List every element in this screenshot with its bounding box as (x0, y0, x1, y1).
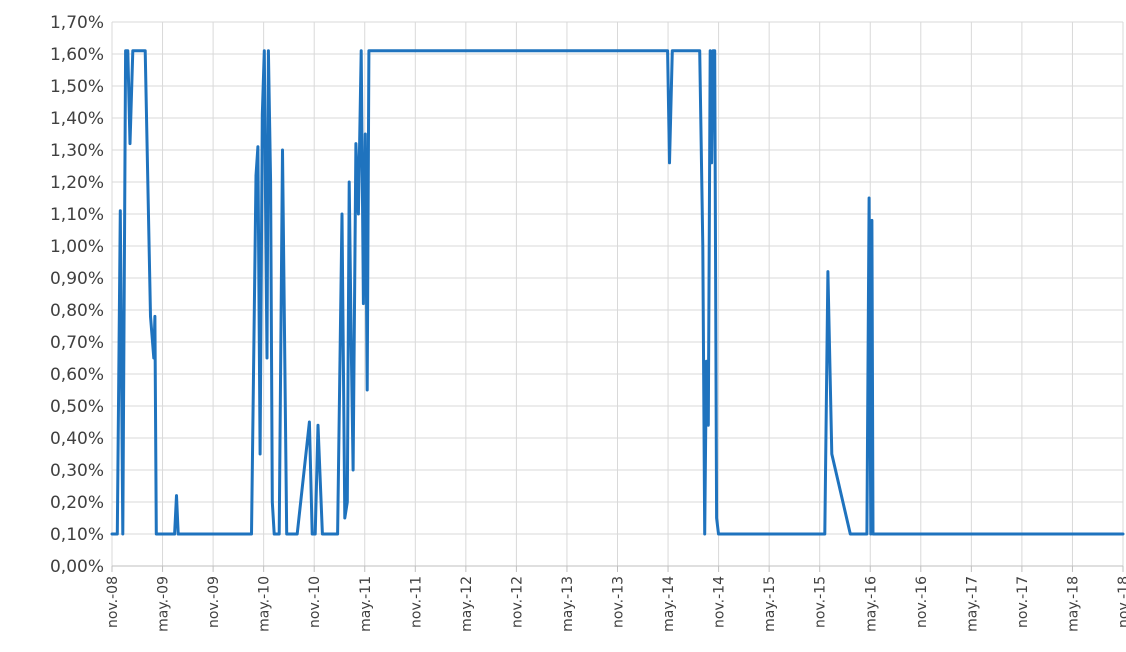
y-tick-label: 0,00% (50, 557, 104, 577)
x-tick-label: nov.-08 (105, 576, 121, 628)
x-axis-ticks: nov.-08 may.-09 nov.-09 may.-10 nov.-10 may.-… (105, 576, 1126, 632)
y-tick-label: 0,20% (50, 493, 104, 513)
y-tick-label: 1,40% (50, 109, 104, 129)
x-tick-label: nov.-12 (509, 576, 525, 628)
y-tick-label: 1,00% (50, 237, 104, 257)
y-tick-label: 1,70% (50, 13, 104, 33)
y-tick-label: 1,60% (50, 45, 104, 65)
y-tick-label: 0,50% (50, 397, 104, 417)
x-tick-label: may.-09 (156, 576, 172, 632)
y-tick-label: 0,60% (50, 365, 104, 385)
y-tick-label: 1,10% (50, 205, 104, 225)
y-tick-label: 0,10% (50, 525, 104, 545)
x-tick-label: nov.-15 (813, 576, 829, 628)
x-tick-label: may.-14 (661, 576, 677, 632)
x-tick-label: nov.-17 (1015, 576, 1031, 628)
y-tick-label: 1,20% (50, 173, 104, 193)
x-tick-label: nov.-10 (307, 576, 323, 628)
x-tick-label: nov.-18 (1116, 576, 1126, 628)
x-tick-label: may.-17 (964, 576, 980, 632)
x-tick-label: may.-16 (863, 576, 879, 632)
y-tick-label: 0,30% (50, 461, 104, 481)
x-tick-label: nov.-09 (206, 576, 222, 628)
x-tick-label: may.-15 (762, 576, 778, 632)
x-tick-label: nov.-14 (712, 576, 728, 628)
series (110, 49, 1125, 536)
x-tick-label: may.-10 (257, 576, 273, 632)
y-tick-label: 1,30% (50, 141, 104, 161)
y-tick-label: 0,90% (50, 269, 104, 289)
x-tick-label: may.-11 (358, 576, 374, 632)
y-tick-label: 0,40% (50, 429, 104, 449)
x-tick-label: may.-18 (1065, 576, 1081, 632)
x-tick-label: may.-12 (459, 576, 475, 632)
y-axis-ticks: 0,00% 0,10% 0,20% 0,30% 0,40% 0,50% 0,60% 0,70%… (50, 13, 104, 577)
x-tick-label: nov.-13 (611, 576, 627, 628)
x-tick-label: nov.-16 (914, 576, 930, 628)
y-tick-label: 0,80% (50, 301, 104, 321)
axes (111, 565, 1124, 572)
x-tick-label: may.-13 (560, 576, 576, 632)
y-tick-label: 0,70% (50, 333, 104, 353)
series-line (110, 49, 1125, 536)
x-tick-label: nov.-11 (408, 576, 424, 628)
y-tick-label: 1,50% (50, 77, 104, 97)
